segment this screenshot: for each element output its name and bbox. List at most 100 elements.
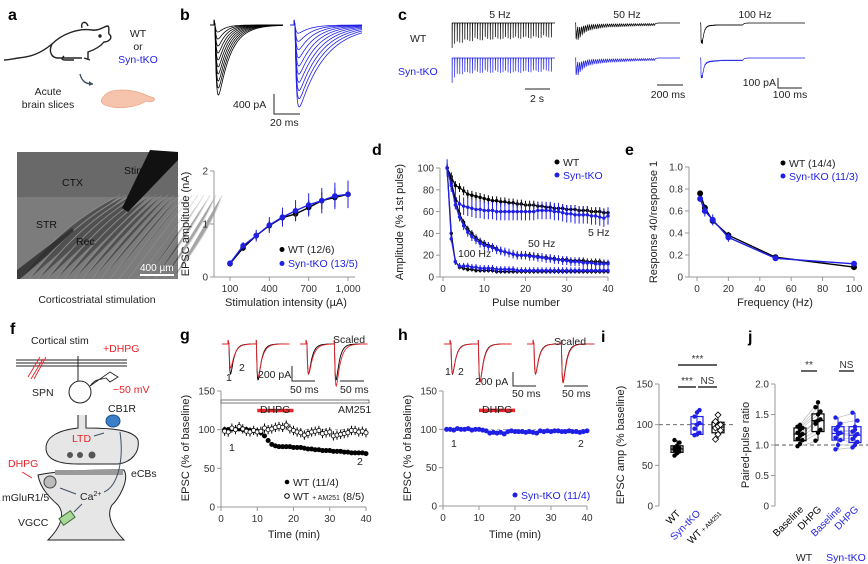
data-point	[490, 245, 495, 250]
vesicle-icon	[67, 452, 73, 458]
x-tick-label: 0	[440, 284, 446, 295]
data-point	[363, 451, 369, 457]
g-am251-label: AM251	[338, 404, 371, 416]
data-point	[478, 207, 482, 212]
y-tick-label: 20	[423, 251, 435, 262]
d-annotation-100hz: 100 Hz	[458, 248, 491, 260]
data-point	[552, 209, 557, 214]
g-legend-am251-marker	[284, 493, 290, 499]
data-point	[363, 430, 369, 436]
g-scale-time-left: 50 ms	[290, 384, 319, 396]
b-scale-bar	[273, 94, 300, 115]
fiber-stripe	[136, 194, 199, 280]
g-legend-wt-marker	[284, 479, 290, 485]
series-line	[229, 193, 349, 264]
d-legend-wt-marker	[554, 159, 560, 165]
data-point	[795, 430, 800, 435]
data-point	[236, 424, 242, 430]
data-point	[466, 264, 470, 268]
f-cortical-stim: Cortical stim	[31, 335, 89, 347]
data-point	[593, 214, 598, 218]
y-tick-label: 0	[677, 273, 683, 284]
panel-g-chart: 0 50 100 150 0 10 20 30 40	[198, 387, 372, 526]
panel-label-a: a	[8, 7, 17, 24]
data-point	[527, 209, 532, 214]
h-scale-time-right: 50 ms	[562, 388, 591, 400]
y-tick-label: 100	[198, 425, 215, 436]
x-tick-label: 80	[817, 284, 829, 295]
panel-label-g: g	[180, 327, 190, 344]
data-point	[490, 266, 495, 270]
rec-label: Rec	[76, 236, 95, 248]
significance-label: **	[805, 360, 813, 371]
series-line	[229, 193, 349, 265]
data-point	[466, 192, 470, 196]
y-tick-label: 0.4	[669, 229, 683, 240]
data-point	[523, 253, 528, 257]
data-point-open	[716, 421, 725, 429]
panel-label-b: b	[180, 7, 190, 24]
data-point	[470, 234, 474, 239]
y-tick-label: 1	[202, 220, 208, 231]
data-point	[581, 261, 585, 265]
paired-pulse-trace	[527, 339, 595, 384]
data-point	[800, 431, 805, 437]
data-point	[490, 208, 495, 213]
y-tick-label: 2	[202, 167, 208, 178]
g-legend-wt-n: (11/4)	[312, 477, 339, 489]
data-point	[565, 212, 569, 216]
data-point	[815, 430, 821, 435]
data-point	[552, 257, 557, 262]
arrow-icon	[79, 73, 94, 85]
data-point	[527, 268, 532, 273]
c-scale-5hz-label: 2 s	[530, 93, 544, 105]
b-scale-time-label: 20 ms	[270, 117, 299, 129]
data-point	[565, 258, 569, 263]
epsc-trace	[210, 19, 283, 96]
h-legend-ko-marker	[512, 492, 518, 498]
vgcc-channel-icon	[58, 510, 76, 526]
dhpg-application-bar	[257, 408, 294, 413]
data-point	[519, 268, 524, 273]
data-point	[855, 431, 860, 437]
data-point	[813, 419, 818, 425]
data-point	[540, 268, 544, 273]
data-point	[838, 421, 843, 426]
data-point	[835, 442, 841, 448]
slices-label-line1: Acute	[35, 86, 62, 98]
data-point	[692, 426, 697, 431]
data-point	[499, 267, 503, 272]
h-legend-ko: Syn-tKO (11/4)	[521, 490, 590, 502]
pulse-train-trace	[451, 22, 555, 49]
data-point	[852, 427, 858, 432]
data-point	[511, 267, 515, 272]
data-point	[560, 258, 565, 263]
data-point	[494, 209, 499, 214]
x-tick-label: 20	[509, 513, 521, 524]
data-point	[852, 442, 858, 448]
y-tick-label: 100	[420, 425, 437, 436]
y-tick-label: 0	[202, 273, 208, 284]
data-point	[540, 208, 544, 213]
h-scale-bar-left	[512, 372, 536, 387]
y-tick-label: 100	[636, 420, 653, 431]
data-point	[283, 422, 289, 428]
data-point	[519, 253, 524, 257]
series-line	[446, 167, 608, 272]
epsc-trace	[290, 19, 362, 59]
data-point	[261, 433, 267, 439]
data-point	[573, 268, 577, 273]
data-point	[598, 215, 602, 219]
category-label-subscript: + AM251	[699, 510, 724, 535]
h-scale-time-left: 50 ms	[512, 388, 541, 400]
f-vgcc-label: VGCC	[18, 517, 49, 529]
e-ylabel: Response 40/response 1	[648, 161, 660, 283]
data-point	[569, 212, 573, 216]
significance-label: ***	[681, 376, 693, 387]
y-tick-label: 0	[428, 273, 434, 284]
h-dhpg-label: DHPG	[482, 404, 512, 416]
epsc-trace	[290, 19, 363, 83]
e-legend-ko: Syn-tKO (11/3)	[789, 171, 858, 183]
stim-label: Stim	[124, 165, 145, 177]
